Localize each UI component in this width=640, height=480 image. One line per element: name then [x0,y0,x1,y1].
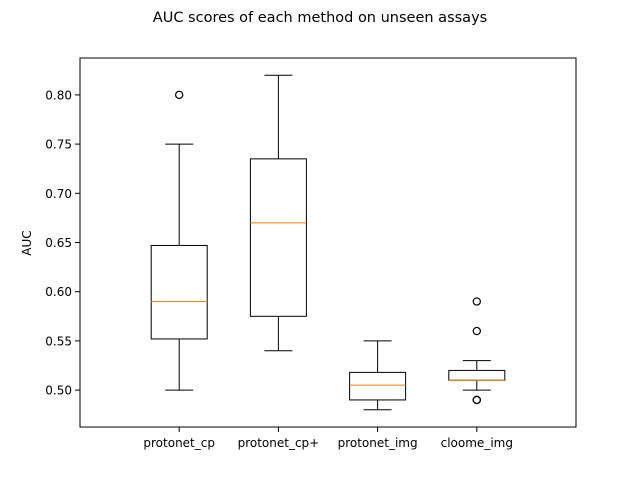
x-tick-label: cloome_img [441,436,513,450]
y-tick-label: 0.50 [45,384,72,398]
box-iqr [150,244,208,340]
y-axis-label: AUC [20,230,34,255]
y-tick-label: 0.75 [45,138,72,152]
y-tick-label: 0.65 [45,236,72,250]
y-tick-label: 0.70 [45,187,72,201]
axes-frame [79,57,577,428]
plot-area: 0.50 0.55 0.60 0.65 0.70 0.75 0.80 protonet_cp p… [45,74,513,450]
outlier-point [472,326,481,336]
outlier-point [472,297,481,306]
outlier-point [472,395,481,405]
y-tick-label: 0.60 [45,285,72,299]
outlier-point [174,90,184,100]
box-iqr [448,369,506,381]
y-tick-label: 0.80 [45,88,72,102]
x-tick-label: protonet_img [338,436,418,450]
y-tick-label: 0.55 [45,334,72,348]
box-iqr [349,371,407,401]
box-iqr [249,158,307,317]
chart-title: AUC scores of each method on unseen assa… [153,10,487,26]
x-tick-label: protonet_cp+ [238,436,320,450]
x-tick-label: protonet_cp [143,436,215,450]
